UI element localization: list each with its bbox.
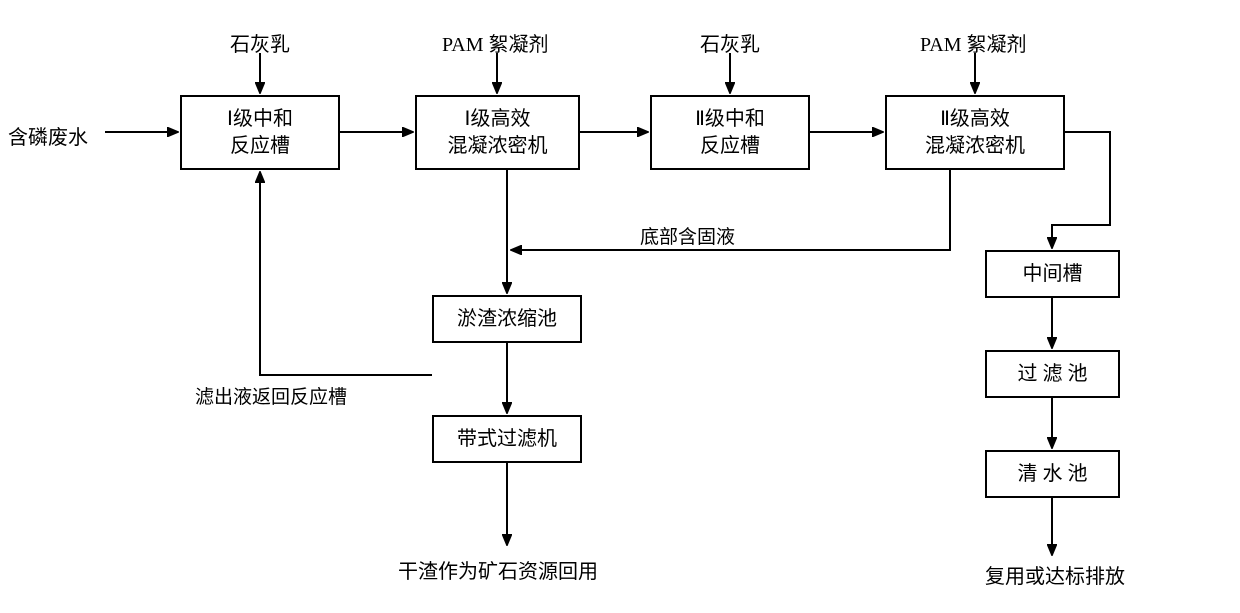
flow-edges [0,0,1240,613]
node-sludge-pool-text: 淤渣浓缩池 [457,306,557,333]
node-sludge-pool: 淤渣浓缩池 [432,295,582,343]
label-pam1: PAM 絮凝剂 [442,28,549,57]
label-lime1: 石灰乳 [230,28,290,57]
label-filtrate-return: 滤出液返回反应槽 [195,382,347,409]
node-neutral2-text: Ⅱ级中和反应槽 [695,106,765,160]
node-mid-tank: 中间槽 [985,250,1120,298]
node-filter-pool: 过 滤 池 [985,350,1120,398]
node-thick2: Ⅱ级高效混凝浓密机 [885,95,1065,170]
node-belt-filter-text: 带式过滤机 [457,426,557,453]
node-filter-pool-text: 过 滤 池 [1018,361,1088,388]
node-neutral1: Ⅰ级中和反应槽 [180,95,340,170]
node-neutral2: Ⅱ级中和反应槽 [650,95,810,170]
node-clear-pool-text: 清 水 池 [1018,461,1088,488]
node-thick1-text: Ⅰ级高效混凝浓密机 [448,106,548,160]
node-belt-filter: 带式过滤机 [432,415,582,463]
label-feed: 含磷废水 [8,121,88,150]
node-mid-tank-text: 中间槽 [1023,261,1083,288]
label-lime2: 石灰乳 [700,28,760,57]
node-thick2-text: Ⅱ级高效混凝浓密机 [925,106,1025,160]
label-bottom-solid: 底部含固液 [640,222,735,249]
node-clear-pool: 清 水 池 [985,450,1120,498]
label-pam2: PAM 絮凝剂 [920,28,1027,57]
node-thick1: Ⅰ级高效混凝浓密机 [415,95,580,170]
label-dry-slag: 干渣作为矿石资源回用 [398,555,598,584]
node-neutral1-text: Ⅰ级中和反应槽 [227,106,293,160]
label-discharge: 复用或达标排放 [985,560,1125,589]
